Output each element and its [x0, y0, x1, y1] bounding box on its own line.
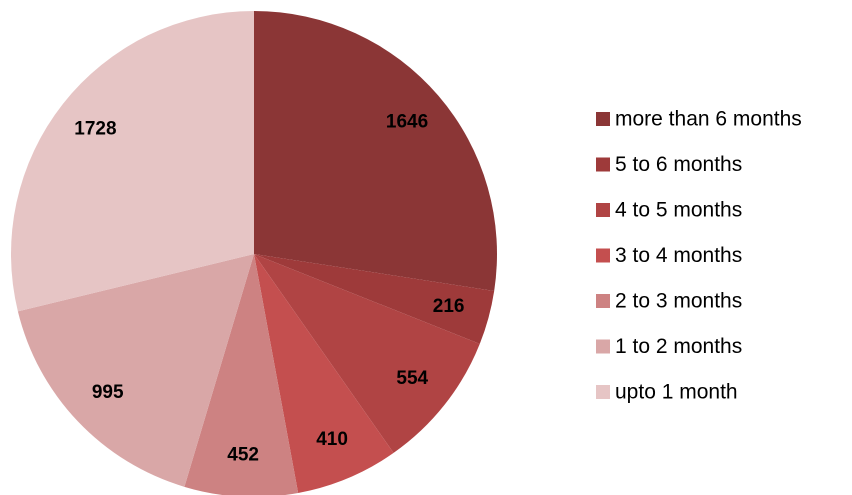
- legend-label: 2 to 3 months: [615, 290, 742, 313]
- legend-label: 4 to 5 months: [615, 199, 742, 222]
- legend-swatch: [596, 112, 610, 126]
- pie-slice: [10, 11, 255, 312]
- pie-slice: [17, 254, 254, 487]
- legend-swatch: [596, 248, 610, 263]
- legend-label: more than 6 months: [615, 108, 802, 131]
- value-label: 1646: [386, 112, 428, 133]
- value-label: 216: [433, 296, 465, 317]
- pie-slice: [184, 254, 299, 495]
- legend-swatch: [596, 157, 610, 172]
- value-label: 410: [316, 429, 348, 450]
- value-label: 452: [227, 444, 259, 465]
- legend-label: 3 to 4 months: [615, 244, 742, 267]
- legend-swatch: [596, 294, 610, 308]
- value-label: 554: [396, 368, 428, 389]
- legend-swatch: [596, 385, 610, 399]
- pie-slice: [254, 11, 497, 291]
- pie-slice: [254, 254, 394, 493]
- legend-label: upto 1 month: [615, 381, 738, 404]
- value-label: 1728: [74, 118, 116, 139]
- legend-label: 1 to 2 months: [615, 335, 742, 358]
- pie-slice: [254, 254, 480, 453]
- legend-swatch: [596, 339, 610, 354]
- legend-label: 5 to 6 months: [615, 153, 742, 176]
- legend-swatch: [596, 203, 610, 217]
- pie-slice: [254, 254, 495, 344]
- value-label: 995: [92, 382, 124, 403]
